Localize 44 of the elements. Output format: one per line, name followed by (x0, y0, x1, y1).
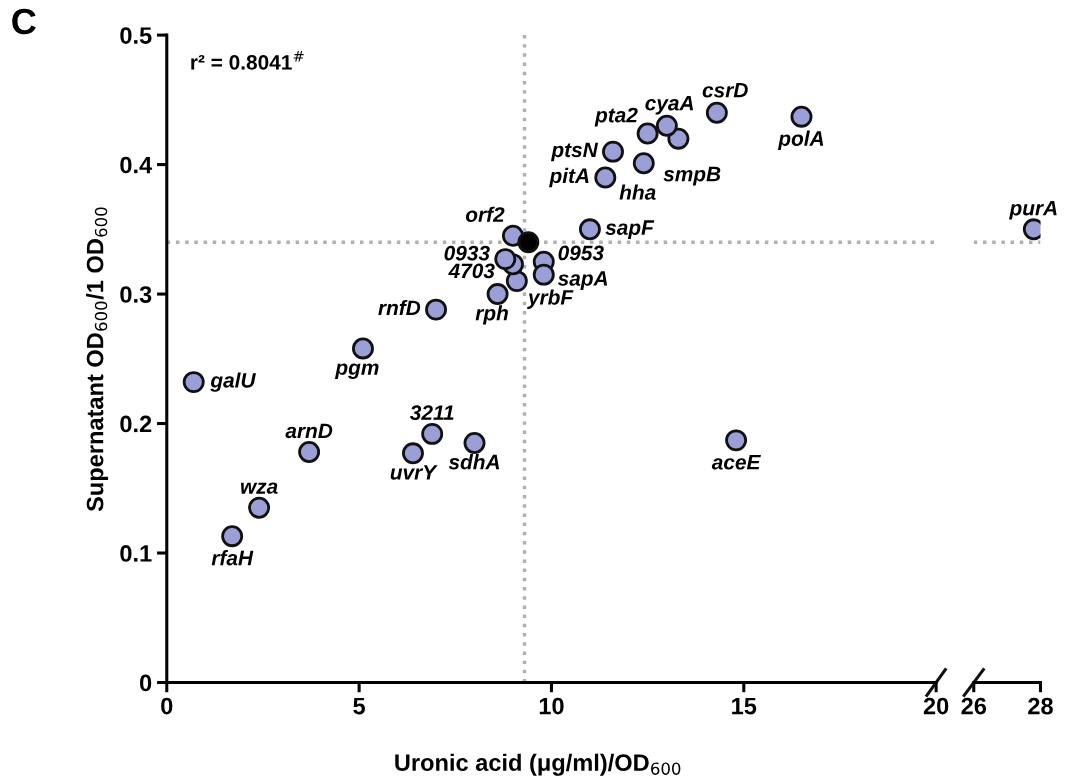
annotation: pgm (334, 363, 379, 379)
y-tick-label: 0.1 (120, 545, 152, 562)
y-tick-label: 0.4 (120, 156, 153, 174)
annotation: uvrY (390, 465, 438, 480)
x-tick-label: 26 (961, 697, 987, 715)
chart-title: C (12, 8, 36, 35)
annotation: arnD (285, 423, 333, 439)
annotation: sdhA (448, 454, 500, 470)
annotation: polA (777, 130, 824, 150)
annotation: 3211 (409, 405, 454, 421)
annotation: pta2 (594, 107, 638, 127)
x-tick-label: 15 (732, 697, 757, 715)
x-tick-label: 5 (353, 697, 366, 715)
annotation: ptsN (550, 142, 599, 162)
annotation: hha (619, 184, 656, 200)
x-tick-label: 28 (1028, 697, 1053, 715)
annotation: 4703 (448, 263, 495, 279)
annotation: orf2 (465, 206, 505, 222)
y-tick-label: 0.2 (120, 415, 152, 433)
annotation: galU (210, 372, 256, 392)
x-tick-label: 0 (161, 697, 173, 715)
annotation: yrbF (527, 289, 574, 309)
annotation: aceE (711, 455, 761, 470)
annotation: smpB (663, 166, 721, 186)
y-tick-label: 0.5 (120, 27, 152, 44)
annotation: cyaA (645, 95, 694, 115)
x-tick-label: 20 (923, 697, 949, 715)
x-axis-title: Uronic acid (μg/ml)/OD$_{600}$ (395, 753, 681, 776)
y-tick-label: 0 (140, 674, 152, 692)
annotation: purA (1009, 200, 1057, 220)
x-tick-label: 10 (539, 697, 564, 715)
annotation: 0953 (558, 245, 604, 261)
annotation: rnfD (378, 299, 421, 315)
annotation: rph (475, 305, 508, 325)
annotation: rfaH (211, 550, 254, 566)
annotation: r² = 0.8041$^{#}$ (191, 51, 304, 70)
y-tick-label: 0.3 (120, 286, 152, 303)
annotation: sapF (605, 220, 655, 240)
annotation: sapA (557, 271, 608, 290)
y-axis-title: Supernatant OD$_{600}$/1 OD$_{600}$ (86, 207, 109, 512)
annotation: pitA (549, 167, 589, 188)
annotation: 0933 (444, 245, 490, 261)
annotation: wza (241, 482, 278, 494)
annotation: csrD (702, 83, 748, 98)
